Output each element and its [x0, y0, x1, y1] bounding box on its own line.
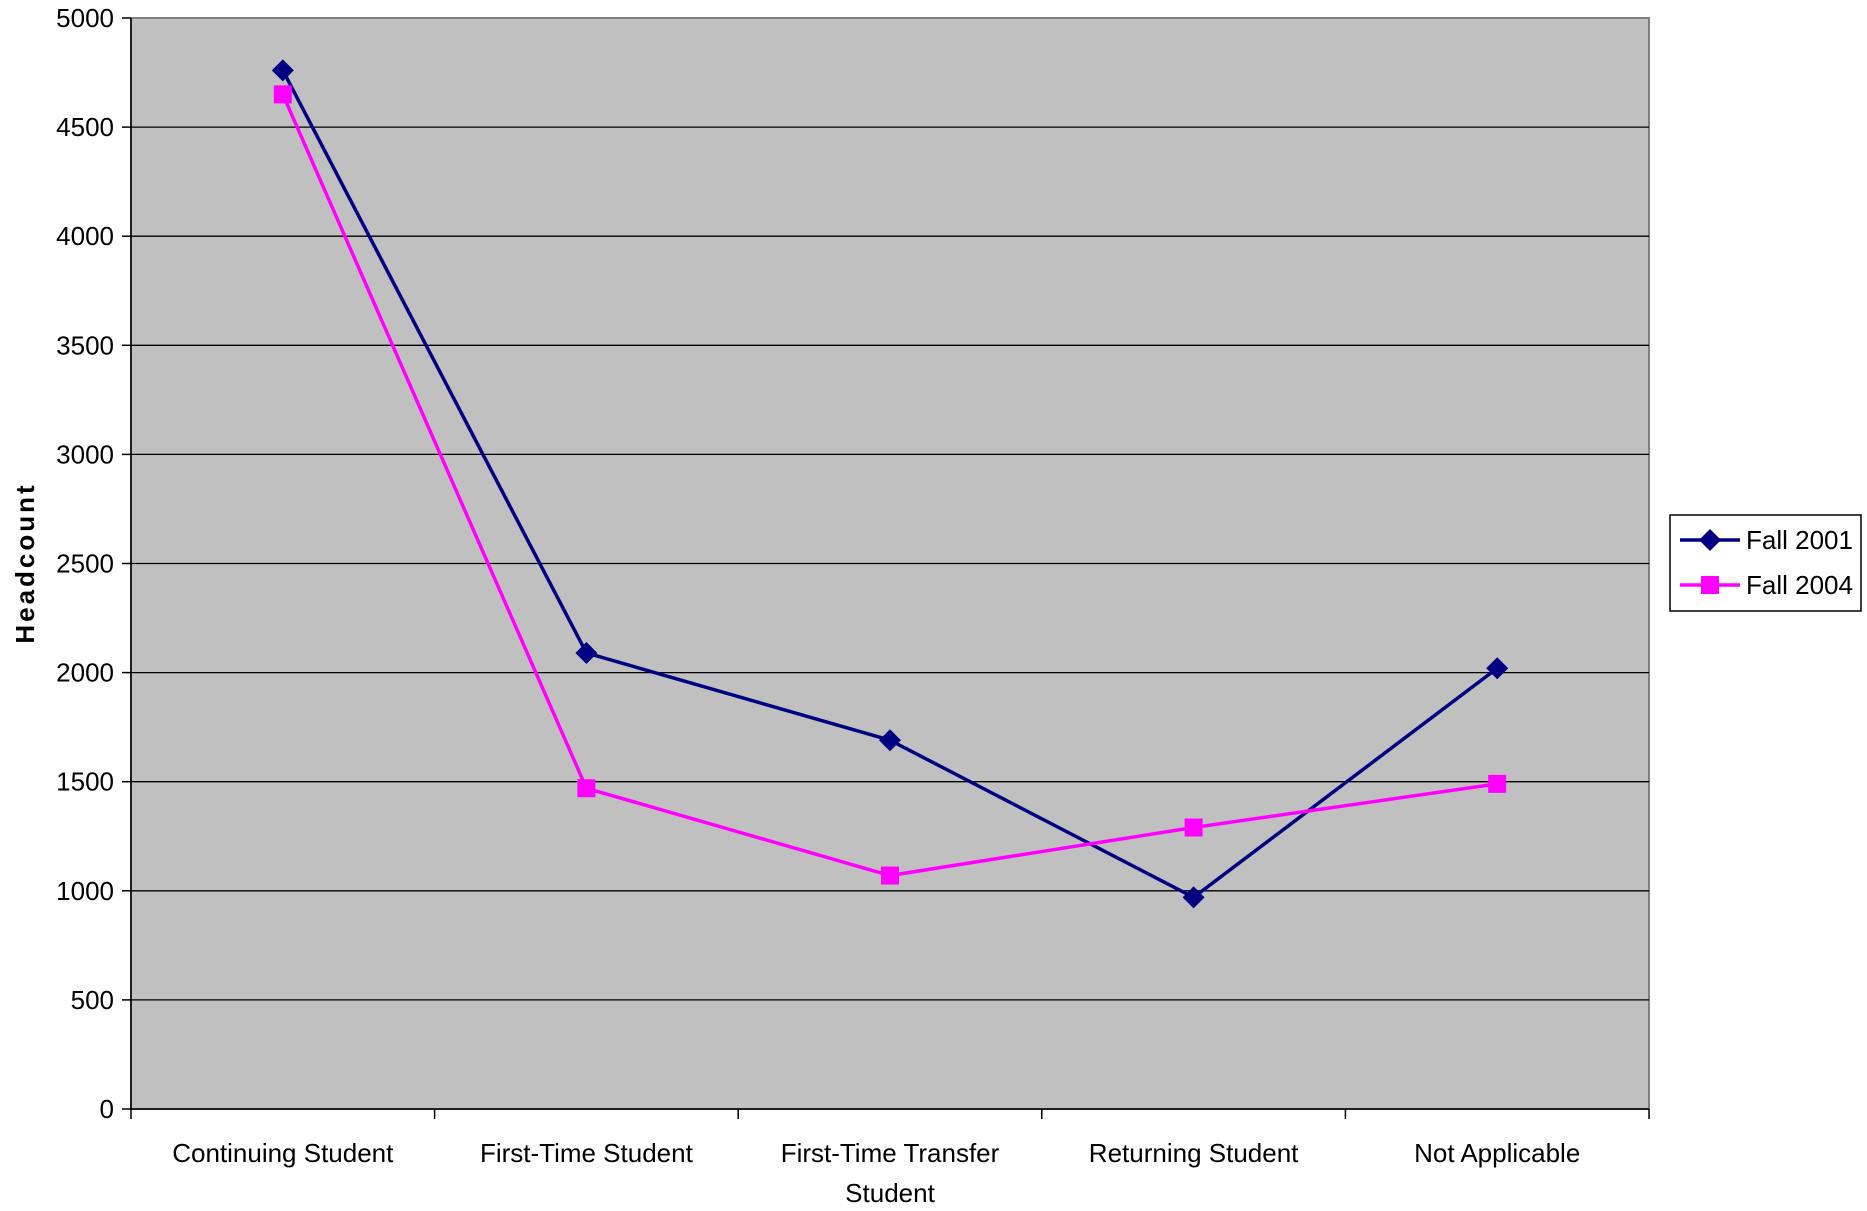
x-tick-label-line: First-Time Student [480, 1138, 694, 1168]
y-tick-label: 1500 [56, 767, 114, 797]
data-point-diamond [575, 641, 598, 664]
data-point-diamond [879, 729, 901, 752]
y-tick-label: 500 [71, 985, 114, 1015]
y-tick-label: 2000 [56, 658, 114, 688]
x-tick-label-line: Not Applicable [1414, 1138, 1580, 1168]
legend: Fall 2001 Fall 2004 [1669, 514, 1862, 612]
x-tick-label-line: Student [845, 1178, 935, 1208]
y-tick-label: 1000 [56, 876, 114, 906]
y-tick-label: 3500 [56, 330, 114, 360]
legend-box [1669, 514, 1862, 612]
data-point-diamond [1182, 886, 1205, 909]
x-tick-label-line: Returning Student [1089, 1138, 1299, 1168]
data-point-square [1701, 576, 1719, 594]
x-tick-label-line: First-Time Transfer [781, 1138, 1000, 1168]
x-tick-label: First-Time Transfer Student [781, 1138, 1000, 1208]
y-tick-label: 0 [100, 1094, 114, 1124]
data-point-square [273, 85, 292, 104]
gridlines [131, 126, 1649, 1001]
data-point-diamond [1699, 529, 1721, 551]
y-tick-label: 5000 [56, 3, 114, 33]
y-axis-title: Headcount [10, 482, 40, 643]
data-point-square [881, 866, 899, 885]
y-tick-label: 2500 [56, 549, 114, 579]
series-lines [271, 59, 1509, 909]
x-tick-label: Returning Student [1089, 1138, 1299, 1168]
data-point-square [1488, 774, 1507, 793]
axes: 0 500 1000 1500 2000 2500 3000 3500 4000 4500 5000… [56, 3, 1650, 1208]
y-tick-label: 4500 [56, 112, 114, 142]
legend-label: Fall 2004 [1746, 570, 1853, 600]
y-tick-label: 4000 [56, 221, 114, 251]
x-tick-label: Continuing Student [172, 1138, 394, 1168]
data-point-square [577, 779, 596, 798]
x-tick-label-line: Continuing Student [172, 1138, 394, 1168]
data-point-diamond [271, 59, 294, 82]
x-tick-label: Not Applicable [1414, 1138, 1580, 1168]
legend-label: Fall 2001 [1746, 525, 1853, 555]
x-tick-label: First-Time Student [480, 1138, 694, 1168]
y-tick-label: 3000 [56, 439, 114, 469]
data-point-square [1184, 818, 1203, 837]
data-point-diamond [1486, 657, 1509, 680]
